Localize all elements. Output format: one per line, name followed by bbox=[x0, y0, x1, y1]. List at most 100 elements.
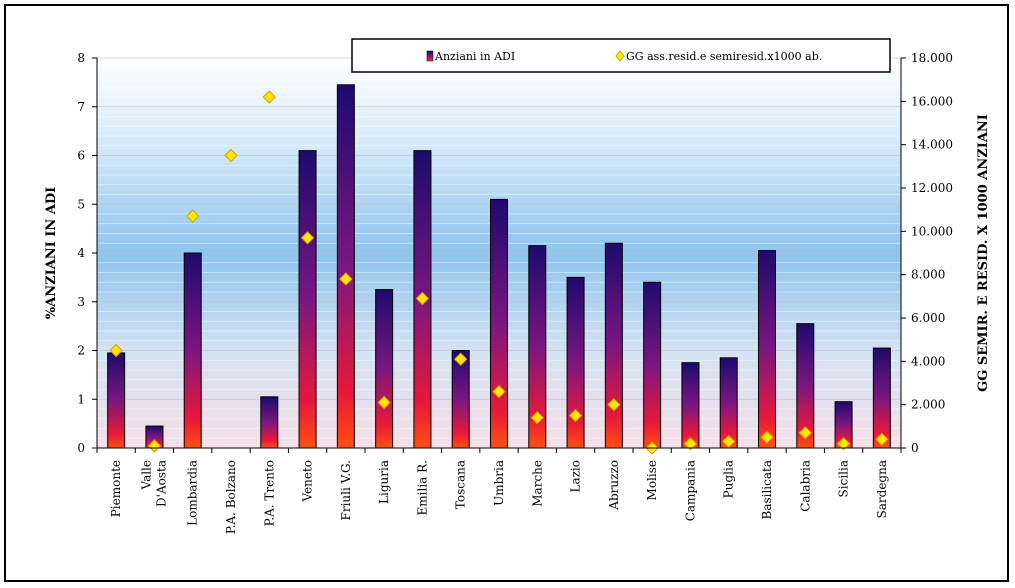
y-tick-label: 8 bbox=[77, 51, 85, 65]
y2-tick-label: 0 bbox=[911, 441, 919, 455]
category-label-line: Lombardia bbox=[186, 460, 200, 526]
marker bbox=[530, 410, 544, 425]
category-label: Sicilia bbox=[837, 460, 851, 497]
category-label: Sardegna bbox=[875, 460, 889, 518]
legend-bar-label: Anziani in ADI bbox=[434, 50, 515, 63]
bar bbox=[643, 281, 662, 449]
category-label: Lazio bbox=[569, 460, 583, 493]
marker bbox=[262, 90, 276, 104]
category-label-line: Emilia R. bbox=[415, 460, 429, 515]
category-label: Friuli V.G. bbox=[339, 460, 353, 520]
category-label-line: Umbria bbox=[492, 460, 506, 506]
marker bbox=[415, 291, 430, 306]
y-tick-label: 1 bbox=[77, 392, 85, 406]
marker bbox=[147, 439, 162, 453]
marker bbox=[760, 430, 774, 444]
marker bbox=[454, 352, 468, 366]
category-label: Valle D'Aosta bbox=[139, 460, 168, 507]
category-label-line: Calabria bbox=[798, 460, 812, 512]
category-label: Marche bbox=[530, 460, 544, 507]
y-tick-label: 2 bbox=[77, 344, 85, 358]
bar bbox=[719, 357, 738, 449]
bar bbox=[298, 150, 317, 449]
category-label: Umbria bbox=[492, 460, 506, 506]
y2-tick-label: 4.000 bbox=[911, 354, 945, 368]
category-label-line: Lazio bbox=[569, 460, 583, 493]
legend-marker-label: GG ass.resid.e semiresid.x1000 ab. bbox=[626, 50, 822, 63]
category-label: Veneto bbox=[301, 460, 315, 503]
marker bbox=[186, 209, 200, 223]
legend-bar-swatch bbox=[426, 50, 434, 62]
category-label-line: Sardegna bbox=[875, 460, 889, 518]
category-label: Puglia bbox=[722, 460, 736, 498]
left-tick-labels: 0 1 2 3 4 5 6 7 8 bbox=[77, 51, 85, 455]
category-label: Liguria bbox=[377, 460, 391, 504]
bar bbox=[758, 250, 776, 449]
category-label-line: Sicilia bbox=[837, 460, 851, 497]
category-label: Campania bbox=[683, 460, 697, 521]
marker bbox=[492, 384, 506, 399]
category-label: Calabria bbox=[798, 460, 812, 512]
category-label-line: Basilicata bbox=[760, 460, 774, 520]
category-label: P.A. Bolzano bbox=[224, 460, 238, 534]
y2-tick-label: 6.000 bbox=[911, 311, 945, 325]
category-label: P.A. Trento bbox=[262, 460, 276, 526]
bar bbox=[336, 84, 355, 449]
y-tick-label: 7 bbox=[77, 100, 85, 114]
bar bbox=[490, 198, 508, 449]
marker bbox=[339, 272, 353, 286]
y2-tick-label: 18.000 bbox=[911, 51, 953, 65]
category-label: Toscana bbox=[454, 460, 468, 509]
y2-tick-label: 14.000 bbox=[911, 138, 953, 152]
marker bbox=[568, 408, 583, 423]
category-label-line: Abruzzo bbox=[607, 460, 621, 511]
category-label: Basilicata bbox=[760, 460, 774, 520]
y-tick-label: 0 bbox=[77, 441, 85, 455]
right-tick-labels: 0 2.000 4.000 6.000 8.000 10.000 12.000 14.000 1… bbox=[911, 51, 953, 455]
category-label-line: Marche bbox=[530, 460, 544, 507]
marker bbox=[607, 397, 621, 412]
y-tick-label: 5 bbox=[77, 197, 85, 211]
marker bbox=[300, 231, 315, 245]
category-label-line: Liguria bbox=[377, 460, 391, 504]
y2-tick-label: 8.000 bbox=[911, 268, 945, 282]
bar bbox=[604, 242, 623, 449]
category-label-line: P.A. Bolzano bbox=[224, 460, 238, 534]
bar bbox=[375, 289, 394, 449]
category-labels: Piemonte Valle D'Aosta Lombardia P.A. Bolzan… bbox=[109, 460, 889, 534]
category-label-line: D'Aosta bbox=[154, 460, 168, 507]
category-label-line: Puglia bbox=[722, 460, 736, 498]
marker bbox=[798, 426, 812, 440]
legend: Anziani in ADI GG ass.resid.e semiresid.… bbox=[351, 38, 891, 73]
marker bbox=[224, 148, 238, 163]
bar bbox=[183, 252, 202, 449]
category-label-line: Veneto bbox=[301, 460, 315, 503]
y-tick-label: 6 bbox=[77, 149, 85, 163]
y2-tick-label: 12.000 bbox=[911, 181, 953, 195]
category-label-line: P.A. Trento bbox=[262, 460, 276, 526]
category-label-line: Friuli V.G. bbox=[339, 460, 353, 520]
y-axis-title: %ANZIANI IN ADI bbox=[44, 187, 59, 319]
category-label: Molise bbox=[645, 460, 659, 500]
category-label-line: Valle bbox=[139, 460, 153, 491]
bar bbox=[681, 362, 700, 449]
category-label: Abruzzo bbox=[607, 460, 621, 511]
y2-tick-label: 10.000 bbox=[911, 224, 953, 238]
category-label: Emilia R. bbox=[415, 460, 429, 515]
category-label-line: Toscana bbox=[454, 460, 468, 509]
bar bbox=[566, 276, 585, 449]
marker bbox=[836, 436, 851, 451]
bar bbox=[107, 352, 126, 449]
category-label: Piemonte bbox=[109, 460, 123, 517]
marker bbox=[109, 343, 123, 358]
y2-tick-label: 16.000 bbox=[911, 94, 953, 108]
y2-axis-title: GG SEMIR. E RESID. X 1000 ANZIANI bbox=[976, 114, 991, 392]
y-tick-label: 4 bbox=[77, 246, 85, 260]
axes bbox=[92, 57, 906, 453]
category-label: Lombardia bbox=[186, 460, 200, 526]
y2-tick-label: 2.000 bbox=[911, 398, 945, 412]
category-label-line: Molise bbox=[645, 460, 659, 500]
marker bbox=[875, 432, 889, 447]
y-tick-label: 3 bbox=[77, 295, 85, 309]
